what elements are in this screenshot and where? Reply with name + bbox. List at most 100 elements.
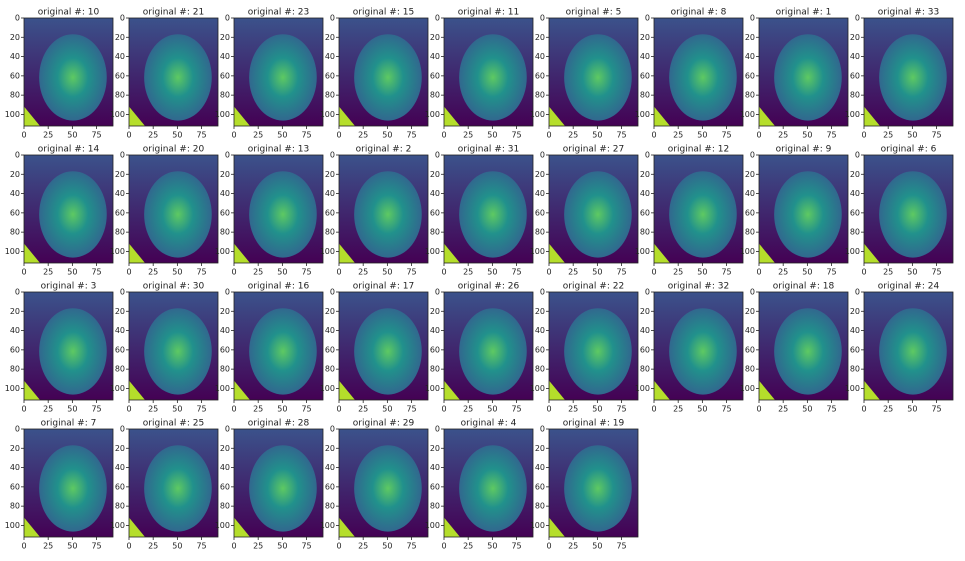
image-corner — [24, 517, 41, 537]
y-tick-label: 100 — [425, 247, 440, 256]
y-tick-label: 80 — [325, 365, 335, 374]
x-tick-label: 0 — [756, 268, 761, 277]
image-corner — [24, 243, 41, 263]
y-tick-label: 0 — [225, 14, 230, 23]
subplot-title: original #: 27 — [563, 145, 624, 155]
y-tick-label: 60 — [430, 208, 440, 217]
y-tick-label: 20 — [850, 170, 860, 179]
y-tick-label: 60 — [430, 482, 440, 491]
y-tick-label: 40 — [325, 326, 335, 335]
image-corner — [444, 380, 461, 400]
x-tick-label: 25 — [253, 131, 263, 140]
y-tick-label: 20 — [220, 170, 230, 179]
x-tick-label: 0 — [231, 542, 236, 551]
y-tick-label: 40 — [115, 463, 125, 472]
subplot-title: original #: 4 — [461, 419, 517, 429]
y-tick-label: 0 — [120, 288, 125, 297]
y-tick-label: 40 — [640, 189, 650, 198]
x-tick-label: 50 — [487, 131, 497, 140]
subplot-title: original #: 15 — [353, 8, 414, 18]
y-tick-label: 40 — [850, 326, 860, 335]
y-tick-label: 60 — [115, 482, 125, 491]
x-tick-label: 50 — [382, 542, 392, 551]
y-tick-label: 20 — [115, 307, 125, 316]
y-tick-label: 0 — [540, 14, 545, 23]
subplot-title: original #: 24 — [878, 282, 940, 292]
y-tick-label: 0 — [645, 14, 650, 23]
y-tick-label: 60 — [535, 71, 545, 80]
image-face — [564, 171, 632, 258]
face-image — [444, 155, 533, 263]
axes-frame — [233, 17, 324, 127]
x-tick-label: 50 — [592, 542, 602, 551]
subplot: original #: 6 0 25 50 75 0 20 40 60 80 100 — [845, 145, 954, 277]
image-face — [39, 171, 107, 258]
x-tick-label: 25 — [568, 131, 578, 140]
y-tick-label: 100 — [215, 247, 230, 256]
y-tick-label: 100 — [740, 247, 755, 256]
x-tick-label: 0 — [336, 542, 341, 551]
x-tick-label: 75 — [616, 131, 626, 140]
x-tick-label: 0 — [651, 405, 656, 414]
image-face — [144, 445, 212, 532]
axes-frame — [338, 428, 429, 538]
image-corner — [654, 243, 671, 263]
image-face — [669, 34, 737, 121]
subplot: original #: 14 0 25 50 75 0 20 40 60 80 100 — [5, 145, 114, 277]
y-tick-label: 100 — [320, 521, 335, 530]
subplot: original #: 26 0 25 50 75 0 20 40 60 80 100 — [425, 282, 534, 414]
subplot-title: original #: 19 — [563, 419, 625, 429]
y-tick-label: 20 — [640, 307, 650, 316]
face-image — [24, 155, 113, 263]
subplot: original #: 29 0 25 50 75 0 20 40 60 80 100 — [320, 419, 429, 551]
x-tick-label: 0 — [861, 131, 866, 140]
y-tick-label: 40 — [745, 52, 755, 61]
y-tick-label: 0 — [225, 425, 230, 434]
x-tick-label: 75 — [301, 405, 311, 414]
face-image — [654, 155, 743, 263]
x-tick-label: 50 — [277, 131, 287, 140]
x-tick-label: 75 — [91, 542, 101, 551]
y-tick-label: 100 — [530, 521, 545, 530]
image-face — [459, 308, 527, 395]
x-tick-label: 50 — [277, 268, 287, 277]
face-image — [234, 292, 323, 400]
x-tick-label: 25 — [778, 405, 788, 414]
image-face — [774, 34, 842, 121]
image-corner — [339, 243, 356, 263]
y-tick-label: 20 — [640, 33, 650, 42]
x-tick-label: 50 — [802, 268, 812, 277]
x-tick-label: 50 — [487, 268, 497, 277]
y-tick-label: 0 — [750, 14, 755, 23]
axes-frame — [548, 17, 639, 127]
y-tick-label: 0 — [330, 288, 335, 297]
axes-frame — [758, 17, 849, 127]
subplot: original #: 7 0 25 50 75 0 20 40 60 80 100 — [5, 419, 114, 551]
subplot: original #: 18 0 25 50 75 0 20 40 60 80 100 — [740, 282, 849, 414]
image-face — [39, 445, 107, 532]
x-tick-label: 50 — [172, 131, 182, 140]
face-image — [339, 429, 428, 537]
subplot-title: original #: 30 — [143, 282, 205, 292]
y-tick-label: 100 — [425, 110, 440, 119]
y-tick-label: 20 — [115, 444, 125, 453]
image-corner — [234, 380, 251, 400]
subplot-title: original #: 16 — [248, 282, 310, 292]
y-tick-label: 80 — [535, 365, 545, 374]
y-tick-label: 60 — [535, 208, 545, 217]
y-tick-label: 60 — [745, 71, 755, 80]
y-tick-label: 100 — [5, 247, 20, 256]
x-tick-label: 0 — [126, 268, 131, 277]
axes-frame — [443, 17, 534, 127]
x-tick-label: 75 — [616, 542, 626, 551]
face-image — [549, 429, 638, 537]
x-tick-label: 0 — [441, 405, 446, 414]
face-image — [654, 292, 743, 400]
y-tick-label: 100 — [845, 110, 860, 119]
x-tick-label: 0 — [126, 131, 131, 140]
image-face — [774, 308, 842, 395]
x-tick-label: 75 — [406, 542, 416, 551]
x-tick-label: 75 — [511, 268, 521, 277]
y-tick-label: 80 — [850, 228, 860, 237]
